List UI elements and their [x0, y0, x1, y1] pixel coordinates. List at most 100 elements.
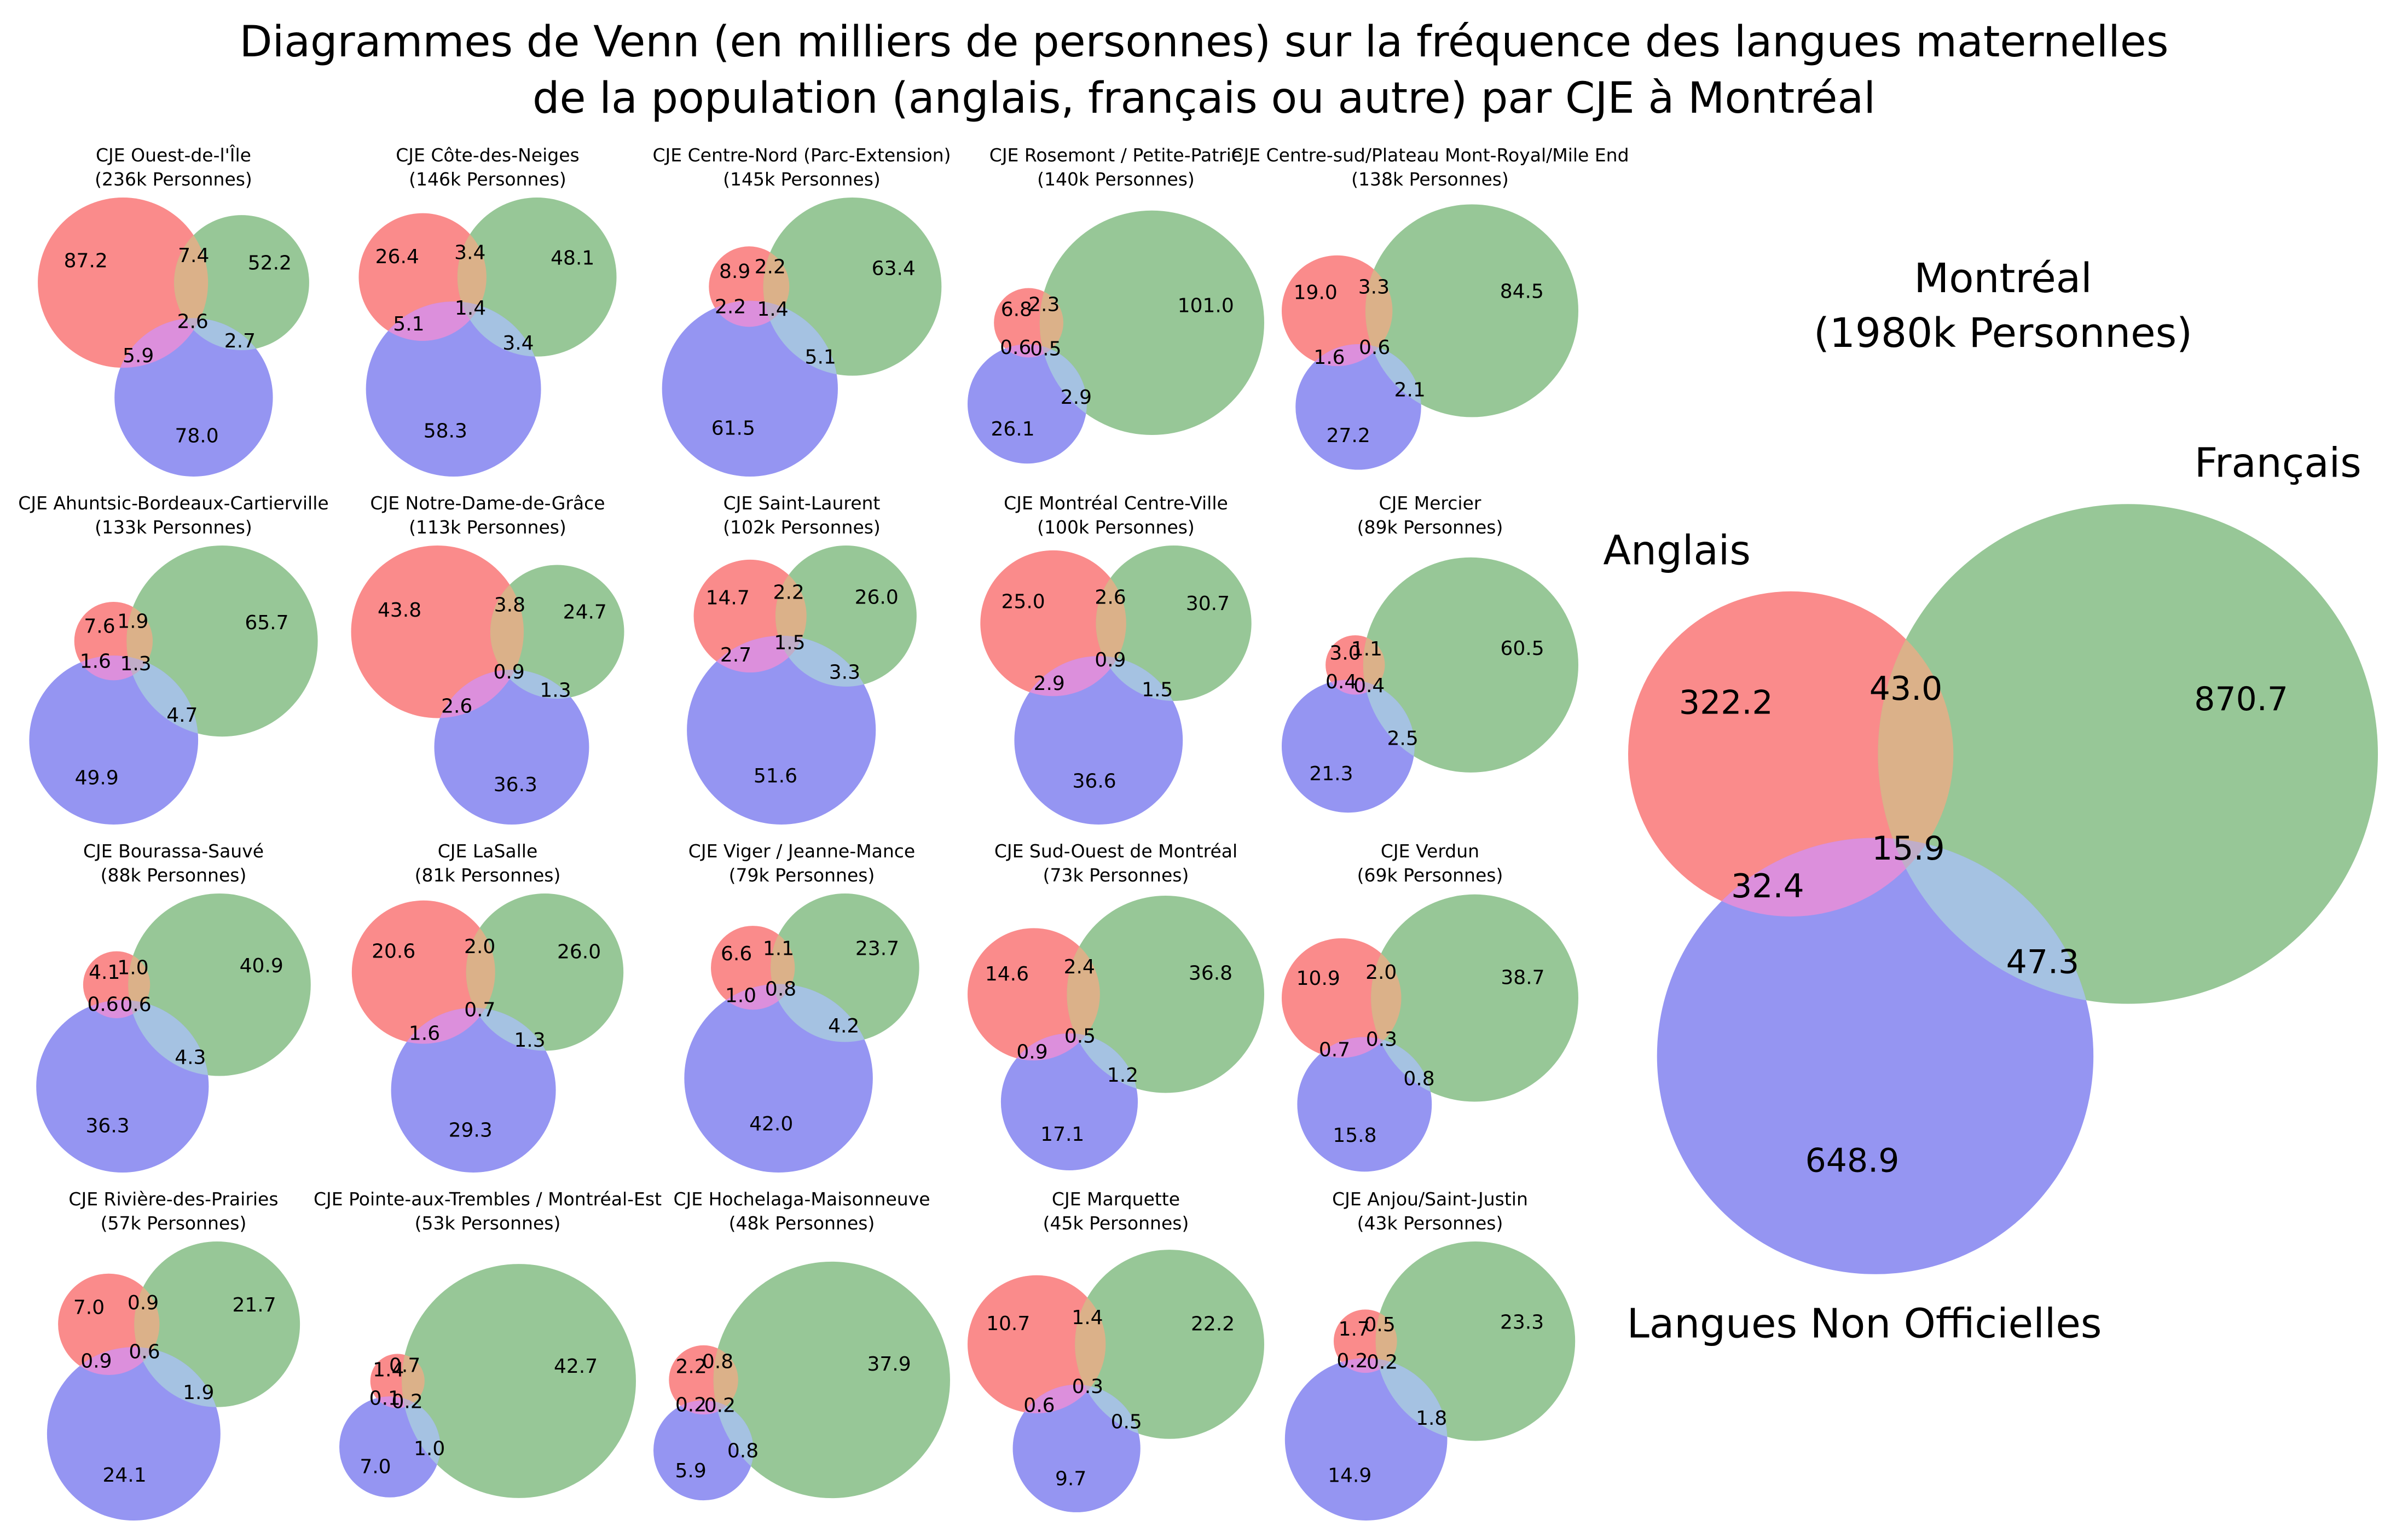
region-value-afn: 0.6 — [129, 1340, 160, 1363]
region-value-an: 0.2 — [675, 1394, 707, 1416]
cje-name: CJE Côte-des-Neiges — [396, 144, 579, 166]
region-value-af: 2.0 — [464, 936, 495, 958]
cje-name: CJE Viger / Jeanne-Mance — [688, 840, 915, 862]
region-value-a: 7.6 — [84, 615, 115, 637]
region-value-f: 24.7 — [563, 601, 607, 623]
cje-venn-cell-14: CJE Verdun (69k Personnes) 10.9 38.7 15.8 2.0… — [1273, 835, 1587, 1183]
cje-venn-svg-9: CJE Mercier (89k Personnes) 3.0 60.5 21.3 1.1… — [1282, 492, 1578, 813]
region-value-fn: 1.3 — [540, 679, 571, 701]
francais-autres-region — [1375, 1358, 1448, 1441]
region-value-a: 10.7 — [986, 1313, 1030, 1335]
region-value-f: 22.2 — [1191, 1313, 1235, 1336]
region-value-a: 322.2 — [1679, 684, 1773, 722]
region-value-an: 2.6 — [441, 695, 472, 718]
region-value-n: 17.1 — [1040, 1123, 1084, 1146]
region-value-af: 0.9 — [128, 1292, 159, 1314]
cje-venn-cell-5: CJE Ahuntsic-Bordeaux-Cartierville (133k … — [16, 488, 331, 835]
region-value-n: 26.1 — [991, 418, 1034, 440]
region-value-afn: 0.3 — [1366, 1029, 1397, 1051]
anglais-autres-region — [114, 318, 209, 368]
region-value-fn: 1.5 — [1142, 679, 1173, 701]
francais-autres-region — [771, 984, 873, 1042]
region-value-f: 26.0 — [855, 586, 899, 608]
francais-autres-region — [775, 635, 876, 687]
region-value-n: 61.5 — [711, 417, 755, 440]
region-value-an: 0.1 — [369, 1387, 401, 1409]
anglais-circle — [1282, 255, 1393, 367]
region-value-fn: 5.1 — [805, 346, 836, 368]
autres-circle — [391, 1007, 556, 1173]
francais-circle — [1067, 895, 1264, 1093]
francais-autres-region — [1878, 838, 2094, 1004]
region-value-a: 6.8 — [1001, 298, 1032, 321]
montreal-title: Montréal (1980k Personnes) — [1604, 252, 2403, 361]
region-value-a: 87.2 — [64, 250, 108, 272]
cje-venn-svg-4: CJE Centre-sud/Plateau Mont-Royal/Mile E… — [1231, 144, 1629, 470]
cje-name: CJE Marquette — [1052, 1188, 1180, 1210]
region-value-an: 1.0 — [725, 984, 756, 1007]
cje-population: (81k Personnes) — [415, 864, 561, 886]
region-value-f: 63.4 — [872, 258, 916, 280]
region-value-an: 2.7 — [720, 644, 751, 666]
region-value-afn: 0.2 — [1367, 1351, 1398, 1374]
cje-venn-svg-19: CJE Anjou/Saint-Justin(43k Personnes) 1.7… — [1284, 1188, 1576, 1521]
region-value-n: 7.0 — [360, 1455, 391, 1478]
region-value-afn: 1.4 — [757, 298, 788, 321]
region-value-a: 25.0 — [1002, 590, 1045, 613]
region-value-n: 648.9 — [1805, 1142, 1900, 1180]
region-value-n: 15.8 — [1333, 1124, 1376, 1147]
region-value-f: 65.7 — [245, 612, 288, 634]
region-value-fn: 0.5 — [1111, 1411, 1142, 1433]
region-value-n: 27.2 — [1327, 425, 1370, 447]
region-value-a: 26.4 — [375, 246, 419, 268]
region-value-afn: 0.3 — [1072, 1376, 1103, 1398]
francais-circle — [490, 565, 624, 699]
region-value-a: 4.1 — [89, 961, 120, 984]
autres-circle — [1012, 1384, 1141, 1512]
autres-set-label: Langues Non Officielles — [1627, 1300, 2102, 1347]
region-value-n: 29.3 — [449, 1119, 493, 1142]
region-value-afn: 0.5 — [1030, 338, 1061, 360]
region-value-fn: 1.2 — [1107, 1064, 1138, 1087]
cje-name: CJE Saint-Laurent — [723, 492, 881, 514]
anglais-set-label: Anglais — [1603, 527, 1751, 574]
region-value-an: 0.9 — [80, 1350, 112, 1373]
cje-name: CJE Anjou/Saint-Justin — [1332, 1188, 1528, 1210]
region-value-af: 2.6 — [1095, 587, 1126, 609]
cje-population: (133k Personnes) — [95, 517, 252, 538]
region-value-fn: 1.9 — [183, 1382, 214, 1404]
cje-population: (69k Personnes) — [1357, 864, 1503, 886]
francais-autres-region — [1365, 344, 1421, 417]
region-value-n: 78.0 — [175, 425, 218, 447]
cje-venn-cell-7: CJE Saint-Laurent (102k Personnes) 14.7 26.… — [645, 488, 959, 835]
region-value-af: 2.2 — [755, 256, 786, 278]
region-value-an: 1.6 — [80, 651, 111, 673]
region-value-fn: 1.0 — [414, 1438, 445, 1460]
cje-population: (146k Personnes) — [409, 169, 566, 190]
region-value-af: 0.7 — [389, 1355, 420, 1377]
region-value-af: 1.4 — [1072, 1307, 1103, 1329]
anglais-circle — [351, 900, 495, 1044]
region-value-af: 7.4 — [178, 245, 209, 267]
cje-venn-svg-15: CJE Rivière-des-Prairies(57k Personnes) 7… — [47, 1188, 300, 1521]
cje-venn-svg-12: CJE Viger / Jeanne-Mance(79k Personnes) 6… — [684, 840, 919, 1173]
region-value-an: 0.2 — [1336, 1350, 1368, 1372]
figure-title-line2: de la population (anglais, français ou a… — [532, 73, 1876, 123]
cje-venn-svg-6: CJE Notre-Dame-de-Grâce (113k Personnes) 4… — [351, 492, 624, 825]
montreal-title-population: (1980k Personnes) — [1813, 309, 2193, 357]
anglais-circle — [1628, 591, 1954, 917]
cje-population: (236k Personnes) — [95, 169, 252, 190]
region-value-fn: 0.8 — [727, 1440, 759, 1462]
region-value-n: 36.3 — [86, 1115, 130, 1137]
region-value-an: 0.4 — [1325, 671, 1357, 693]
region-value-a: 7.0 — [73, 1296, 105, 1319]
region-value-a: 43.8 — [378, 599, 421, 622]
region-value-afn: 1.3 — [120, 653, 151, 675]
anglais-circle — [1282, 938, 1402, 1058]
region-value-f: 870.7 — [2194, 680, 2288, 718]
region-value-afn: 0.2 — [392, 1391, 423, 1413]
cje-venn-cell-4: CJE Centre-sud/Plateau Mont-Royal/Mile E… — [1231, 140, 1629, 488]
francais-autres-region — [763, 300, 838, 376]
cje-venn-svg-11: CJE LaSalle(81k Personnes) 20.6 26.0 29.3 2.… — [351, 840, 624, 1173]
